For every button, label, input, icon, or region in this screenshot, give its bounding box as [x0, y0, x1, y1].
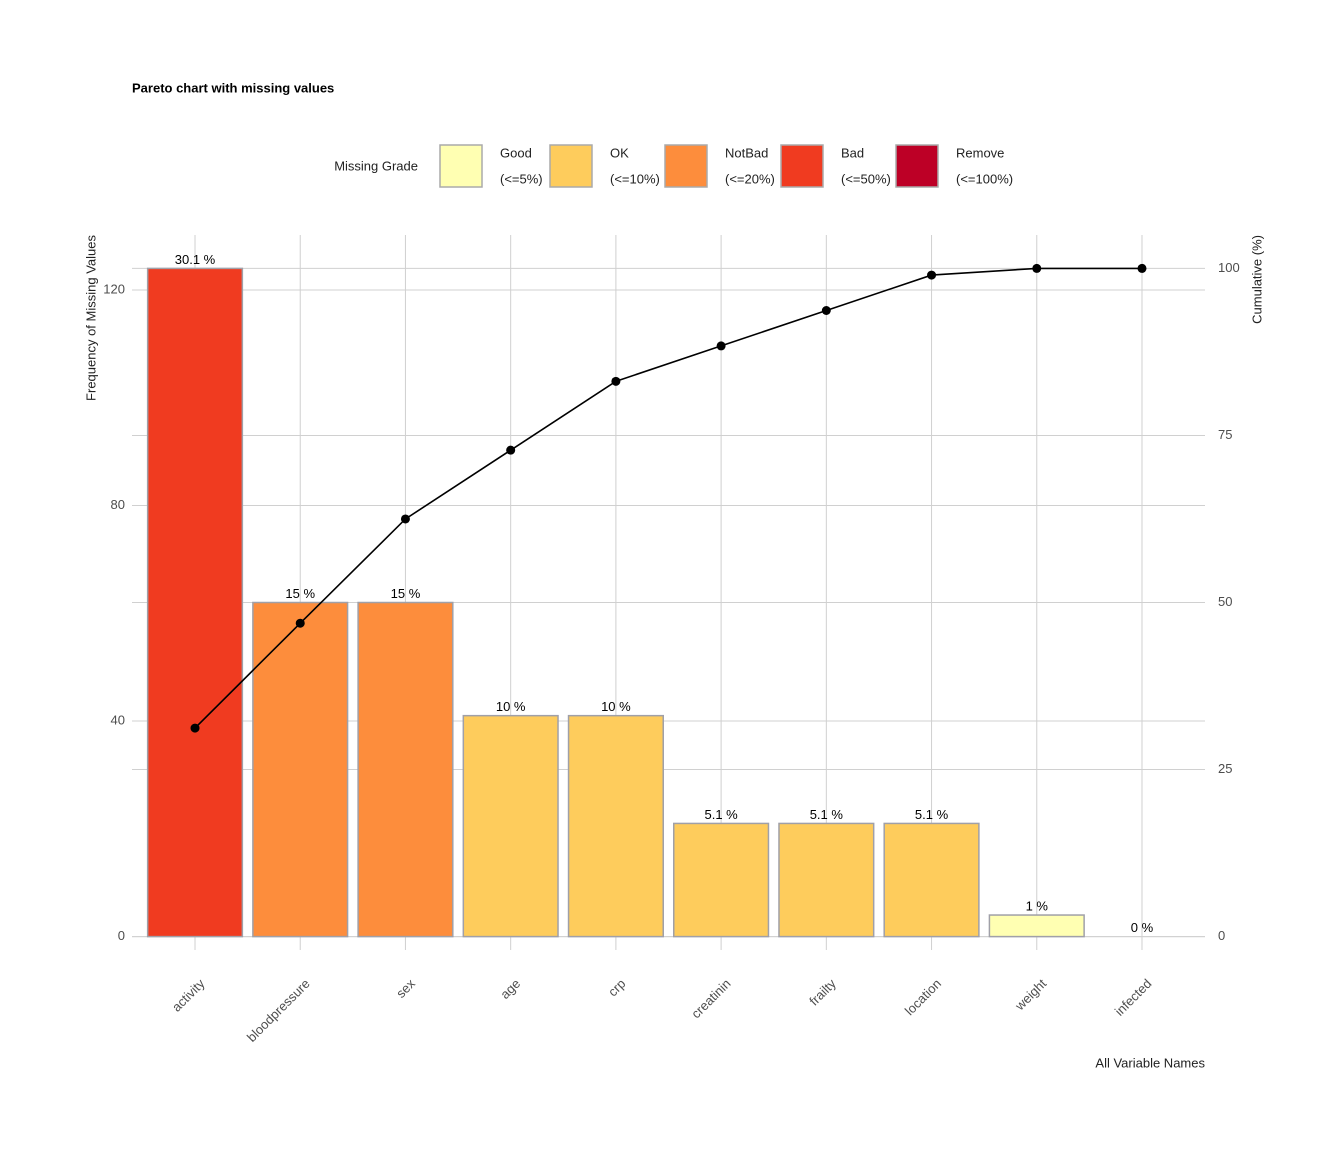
bar — [252, 601, 349, 938]
legend-label: NotBad — [725, 145, 768, 160]
x-tick-label: infected — [1112, 976, 1155, 1019]
legend-range: (<=20%) — [725, 171, 775, 186]
x-tick-label: weight — [1011, 976, 1049, 1014]
bar — [673, 822, 770, 938]
x-tick-label: creatinin — [688, 976, 733, 1021]
bar — [462, 714, 559, 938]
x-axis-title: All Variable Names — [1095, 1055, 1205, 1070]
legend-swatch — [895, 144, 939, 188]
legend-label: Bad — [841, 145, 864, 160]
bar — [357, 601, 454, 938]
bar — [778, 822, 875, 938]
legend-range: (<=5%) — [500, 171, 543, 186]
y-axis-title: Frequency of Missing Values — [83, 235, 98, 401]
x-tick-label: frailty — [806, 976, 839, 1009]
legend-range: (<=50%) — [841, 171, 891, 186]
y2-tick-label: 100 — [1218, 260, 1240, 275]
x-tick-label: age — [497, 976, 523, 1002]
data-label: 30.1 % — [175, 252, 216, 267]
cumulative-point — [1032, 263, 1042, 273]
legend-label: Good — [500, 145, 532, 160]
y-tick-label: 40 — [111, 712, 125, 727]
data-label: 0 % — [1131, 920, 1154, 935]
x-tick-label: bloodpressure — [244, 976, 313, 1045]
legend-swatch — [549, 144, 593, 188]
cumulative-point — [506, 445, 516, 455]
cumulative-point — [1137, 263, 1147, 273]
x-tick-label: location — [902, 976, 944, 1018]
chart-title: Pareto chart with missing values — [132, 80, 334, 95]
data-label: 15 % — [391, 586, 421, 601]
data-label: 5.1 % — [704, 807, 738, 822]
legend-label: OK — [610, 145, 629, 160]
cumulative-point — [716, 341, 726, 351]
y-tick-label: 80 — [111, 497, 125, 512]
x-tick-label: crp — [605, 976, 628, 999]
bar — [146, 267, 244, 938]
y2-tick-label: 75 — [1218, 427, 1232, 442]
legend-swatch — [664, 144, 708, 188]
data-label: 5.1 % — [810, 807, 844, 822]
y-tick-label: 0 — [118, 928, 125, 943]
legend-range: (<=10%) — [610, 171, 660, 186]
y2-tick-label: 25 — [1218, 761, 1232, 776]
cumulative-point — [821, 306, 831, 316]
cumulative-point — [927, 270, 937, 280]
cumulative-point — [190, 723, 200, 733]
data-label: 15 % — [285, 586, 315, 601]
y2-axis-title: Cumulative (%) — [1249, 235, 1264, 324]
bar — [567, 714, 664, 938]
bar — [988, 914, 1085, 938]
data-label: 5.1 % — [915, 807, 949, 822]
legend-range: (<=100%) — [956, 171, 1013, 186]
y2-tick-label: 50 — [1218, 594, 1232, 609]
legend-swatch — [439, 144, 483, 188]
x-tick-label: activity — [169, 976, 208, 1015]
data-label: 1 % — [1026, 898, 1049, 913]
bar — [883, 822, 980, 938]
data-label: 10 % — [601, 699, 631, 714]
cumulative-point — [611, 376, 621, 386]
x-tick-label: sex — [393, 976, 418, 1001]
y-tick-label: 120 — [103, 281, 125, 296]
data-label: 10 % — [496, 699, 526, 714]
cumulative-point — [295, 618, 305, 628]
legend-title: Missing Grade — [334, 158, 418, 173]
cumulative-line — [194, 267, 1142, 729]
cumulative-point — [400, 514, 410, 524]
y2-tick-label: 0 — [1218, 928, 1225, 943]
legend-swatch — [780, 144, 824, 188]
legend-label: Remove — [956, 145, 1004, 160]
